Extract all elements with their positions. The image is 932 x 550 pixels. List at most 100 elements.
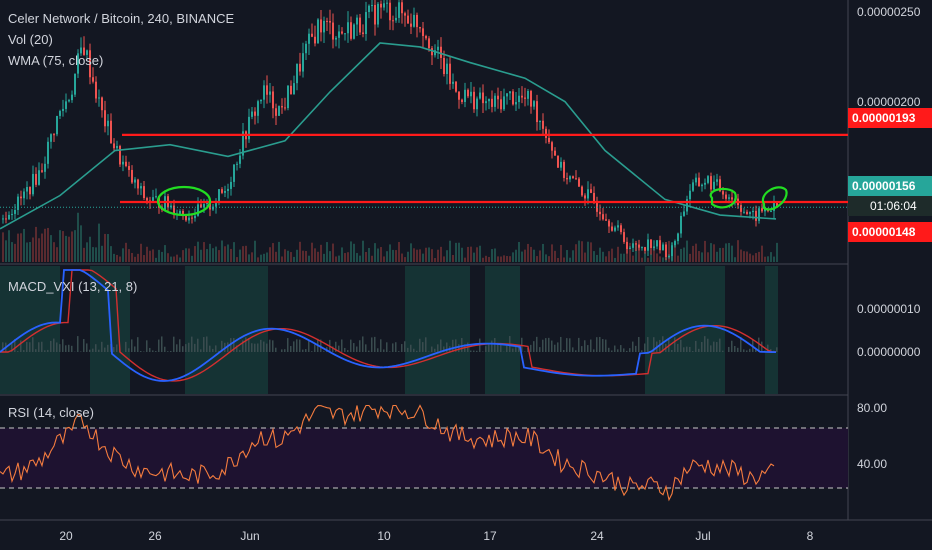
- macd-histogram-bar: [602, 339, 604, 352]
- candle-body: [725, 194, 727, 199]
- volume-bar: [185, 248, 187, 262]
- volume-bar: [479, 245, 481, 262]
- volume-bar: [296, 249, 298, 262]
- candle-body: [122, 161, 124, 165]
- candle-body: [242, 131, 244, 156]
- candle-body: [14, 209, 16, 214]
- volume-legend[interactable]: Vol (20): [8, 32, 53, 47]
- candlestick-series[interactable]: [2, 0, 778, 261]
- candle-body: [155, 196, 157, 198]
- candle-body: [671, 245, 673, 257]
- macd-histogram-bar: [125, 341, 127, 352]
- macd-histogram-bar: [758, 337, 760, 352]
- macd-histogram-bar: [572, 347, 574, 352]
- candle-body: [728, 197, 730, 199]
- volume-bar: [110, 246, 112, 262]
- macd-histogram-bar: [560, 336, 562, 352]
- macd-histogram-bar: [737, 347, 739, 352]
- candle-body: [416, 14, 418, 28]
- volume-bar: [494, 248, 496, 262]
- macd-histogram-bar: [740, 336, 742, 352]
- volume-bar: [125, 242, 127, 262]
- macd-histogram-bar: [389, 351, 391, 352]
- volume-bar: [533, 249, 535, 262]
- candle-body: [74, 73, 76, 95]
- macd-zone: [765, 266, 778, 394]
- macd-histogram-bar: [116, 344, 118, 352]
- hand-drawn-circles[interactable]: [156, 185, 788, 217]
- candle-body: [626, 241, 628, 249]
- macd-histogram-bar: [101, 341, 103, 352]
- volume-bar: [392, 249, 394, 262]
- candle-body: [134, 179, 136, 183]
- main-legend: Celer Network / Bitcoin, 240, BINANCE Vo…: [8, 8, 234, 71]
- volume-bar: [269, 247, 271, 262]
- volume-bar: [8, 230, 10, 262]
- macd-histogram-bar: [68, 344, 70, 352]
- volume-bar: [755, 253, 757, 262]
- macd-histogram-bar: [380, 339, 382, 352]
- volume-bar: [413, 248, 415, 262]
- horizontal-levels[interactable]: [0, 133, 848, 208]
- candle-body: [278, 106, 280, 116]
- volume-bar: [299, 241, 301, 262]
- macd-histogram-bar: [470, 350, 472, 352]
- candle-body: [566, 177, 568, 180]
- macd-histogram-bar: [212, 348, 214, 352]
- macd-histogram-bar: [440, 339, 442, 352]
- macd-histogram-bar: [299, 339, 301, 352]
- macd-histogram-bar: [128, 348, 130, 352]
- macd-histogram-bar: [173, 336, 175, 352]
- macd-histogram-bar: [311, 351, 313, 352]
- volume-bar: [713, 244, 715, 262]
- volume-bar: [53, 242, 55, 262]
- candle-body: [191, 217, 193, 219]
- macd-histogram-bar: [515, 345, 517, 352]
- candle-body: [515, 102, 517, 105]
- macd-histogram-bar: [569, 338, 571, 352]
- macd-histogram-bar: [47, 349, 49, 352]
- volume-bar: [758, 251, 760, 262]
- candle-body: [125, 161, 127, 167]
- candle-body: [62, 108, 64, 112]
- candle-body: [464, 89, 466, 102]
- symbol-title[interactable]: Celer Network / Bitcoin, 240, BINANCE: [8, 11, 235, 26]
- macd-histogram-bar: [368, 350, 370, 352]
- volume-bar: [473, 252, 475, 262]
- candle-body: [152, 197, 154, 202]
- volume-bar: [683, 247, 685, 262]
- macd-histogram-bar: [734, 346, 736, 352]
- wma-legend[interactable]: WMA (75, close): [8, 53, 104, 68]
- volume-bar: [491, 249, 493, 262]
- macd-title[interactable]: MACD_VXI (13, 21, 8): [8, 279, 138, 294]
- candle-body: [401, 2, 403, 14]
- macd-histogram-bar: [692, 351, 694, 352]
- candle-body: [293, 83, 295, 95]
- macd-histogram-bar: [716, 342, 718, 352]
- candle-body: [620, 225, 622, 233]
- macd-histogram-bar: [533, 341, 535, 352]
- candle-body: [653, 246, 655, 248]
- macd-histogram-bar: [653, 337, 655, 352]
- volume-bar: [74, 230, 76, 262]
- macd-histogram-bar: [89, 349, 91, 352]
- volume-bar: [542, 243, 544, 262]
- candle-body: [704, 182, 706, 185]
- rsi-title[interactable]: RSI (14, close): [8, 405, 94, 420]
- candle-body: [317, 19, 319, 44]
- macd-histogram-bar: [443, 346, 445, 352]
- volume-bar: [179, 257, 181, 262]
- volume-bar: [266, 252, 268, 262]
- candle-body: [359, 17, 361, 33]
- macd-histogram-bar: [386, 342, 388, 352]
- candle-body: [563, 161, 565, 178]
- volume-bar: [224, 246, 226, 262]
- volume-bar: [287, 250, 289, 262]
- candle-body: [494, 95, 496, 107]
- macd-histogram-bar: [614, 345, 616, 352]
- macd-histogram-bar: [674, 337, 676, 352]
- macd-histogram-bar: [155, 351, 157, 352]
- candle-body: [668, 256, 670, 258]
- volume-bar: [377, 248, 379, 262]
